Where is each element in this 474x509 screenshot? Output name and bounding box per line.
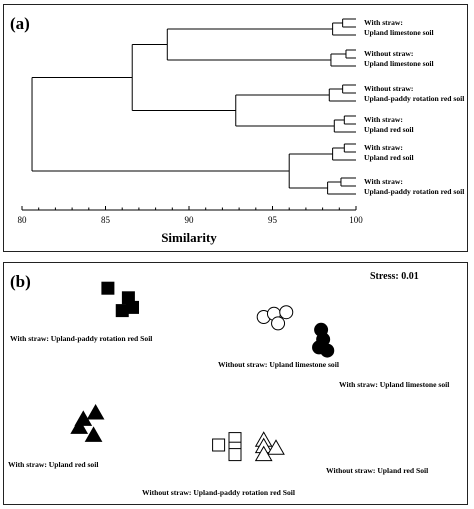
x-tick-label: 90 [185,215,195,225]
nmds-group-label: Without straw: Upland red Soil [326,466,428,475]
nmds-point-filled-square [101,281,115,295]
dendro-group-label: Without straw: Upland limestone soil [364,49,434,68]
nmds-group-label: Without straw: Upland limestone soil [218,360,339,369]
nmds-point-filled-square [115,304,129,318]
dendro-group-label: Without straw: Upland-paddy rotation red … [364,84,464,103]
x-tick-label: 100 [349,215,363,225]
nmds-group-label: With straw: Upland-paddy rotation red So… [10,334,152,343]
dendro-group-label: With straw: Upland-paddy rotation red soi… [364,177,464,196]
dendrogram: (a) With straw: Upland limestone soil With… [10,14,464,245]
nmds-group-label: With straw: Upland red soil [8,460,98,469]
panel-b-label: (b) [10,272,31,291]
nmds-point-open-triangle [254,445,273,462]
nmds-point-filled-triangle [86,403,105,420]
nmds-point-open-circle [279,305,294,320]
nmds-group-label: With straw: Upland limestone soil [339,380,449,389]
dendro-group-label: With straw: Upland red soil [364,115,414,134]
nmds-point-filled-triangle [70,418,89,434]
nmds-point-open-square [212,438,226,452]
x-axis-label: Similarity [161,230,217,245]
dendro-group-label: With straw: Upland red soil [364,143,414,162]
panel-a: (a) With straw: Upland limestone soil With… [3,4,468,252]
stress-value: Stress: 0.01 [370,271,419,282]
dendro-group-label: With straw: Upland limestone soil [364,18,434,37]
nmds-point-filled-triangle [84,426,103,442]
nmds-point-open-square [228,448,242,462]
panel-a-label: (a) [10,14,30,33]
x-tick-label: 80 [18,215,28,225]
panel-b: (b) Stress: 0.01 With straw: Upland-padd… [3,262,468,505]
x-tick-label: 85 [101,215,111,225]
nmds-point-open-triangle [267,439,285,455]
nmds-group-label: Without straw: Upland-paddy rotation red… [142,488,295,497]
nmds-point-open-circle [271,316,286,331]
nmds-plot: (b) Stress: 0.01 With straw: Upland-padd… [8,271,449,497]
nmds-point-filled-circle [320,343,335,358]
x-tick-label: 95 [268,215,278,225]
